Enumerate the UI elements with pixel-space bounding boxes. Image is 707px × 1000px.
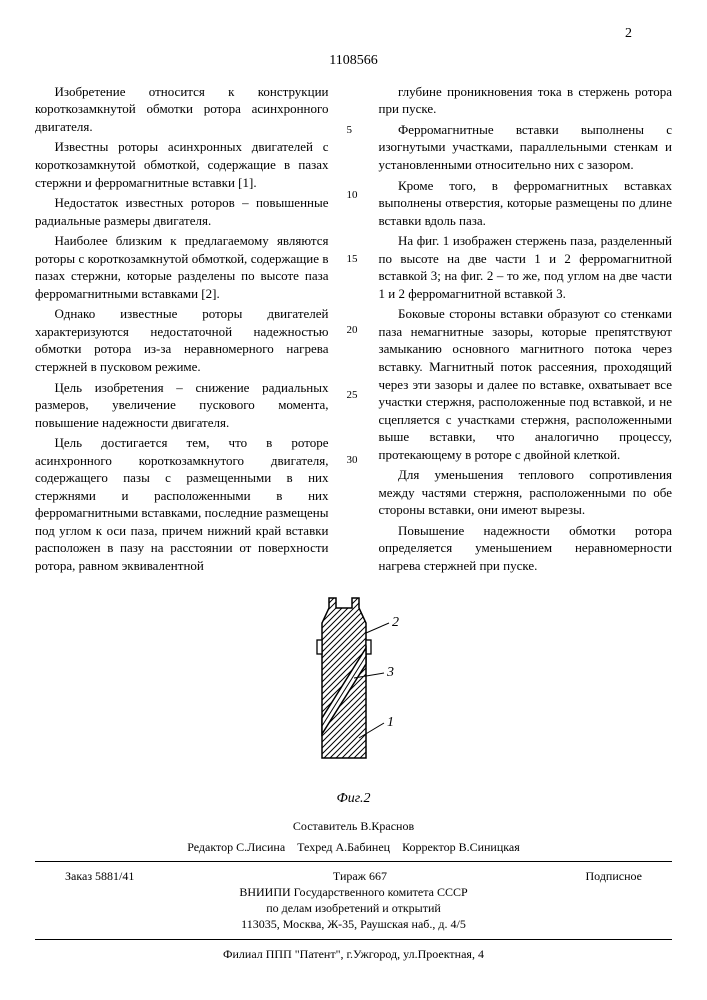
right-column: глубине проникновения тока в стержень ро…: [379, 83, 673, 578]
para: Ферромагнитные вставки выполнены с изогн…: [379, 121, 673, 174]
para: Повышение надежности обмотки ротора опре…: [379, 522, 673, 575]
team-line: Редактор С.Лисина Техред А.Бабинец Корре…: [35, 839, 672, 855]
ln: 15: [347, 252, 361, 267]
order-line: Заказ 5881/41 Тираж 667 Подписное: [35, 868, 672, 884]
callout-1: 1: [387, 715, 394, 730]
subscription: Подписное: [586, 868, 643, 884]
para: На фиг. 1 изображен стержень паза, разде…: [379, 232, 673, 302]
org1: ВНИИПИ Государственного комитета СССР: [35, 884, 672, 900]
ln: 30: [347, 453, 361, 468]
left-column: Изобретение относится к конструкции коро…: [35, 83, 329, 578]
techred: Техред А.Бабинец: [297, 840, 390, 854]
ln: 20: [347, 323, 361, 338]
divider: [35, 939, 672, 940]
ln: 5: [347, 123, 361, 138]
compiler: Составитель В.Краснов: [35, 818, 672, 834]
para: Для уменьшения теплового сопротивления м…: [379, 466, 673, 519]
callout-3: 3: [386, 665, 394, 680]
address: 113035, Москва, Ж-35, Раушская наб., д. …: [35, 916, 672, 932]
para: глубине проникновения тока в стержень ро…: [379, 83, 673, 118]
ln: 25: [347, 388, 361, 403]
divider: [35, 861, 672, 862]
figure-caption: Фиг.2: [35, 790, 672, 809]
para: Цель достигается тем, что в роторе асинх…: [35, 434, 329, 574]
para: Известны роторы асинхронных двигателей с…: [35, 138, 329, 191]
line-numbers: 5 10 15 20 25 30: [347, 83, 361, 578]
org2: по делам изобретений и открытий: [35, 900, 672, 916]
copies: Тираж 667: [333, 868, 387, 884]
corrector: Корректор В.Синицкая: [402, 840, 520, 854]
header-right: 2: [625, 25, 632, 44]
editor: Редактор С.Лисина: [187, 840, 285, 854]
figure-svg: 2 3 1: [284, 588, 424, 788]
callout-2: 2: [392, 615, 399, 630]
para: Боковые стороны вставки образуют со стен…: [379, 305, 673, 463]
order: Заказ 5881/41: [65, 868, 134, 884]
main-columns: Изобретение относится к конструкции коро…: [35, 83, 672, 578]
figure-2: 2 3 1 Фиг.2: [35, 588, 672, 809]
ln: 10: [347, 188, 361, 203]
para: Цель изобретения – снижение радиальных р…: [35, 379, 329, 432]
footer: Составитель В.Краснов Редактор С.Лисина …: [35, 818, 672, 961]
para: Изобретение относится к конструкции коро…: [35, 83, 329, 136]
document-number: 1108566: [35, 52, 672, 71]
page-header: 2: [35, 25, 672, 44]
para: Наиболее близким к предлагаемому являютс…: [35, 232, 329, 302]
para: Кроме того, в ферромагнитных вставках вы…: [379, 177, 673, 230]
para: Недостаток известных роторов – повышенны…: [35, 194, 329, 229]
para: Однако известные роторы двигателей харак…: [35, 305, 329, 375]
branch: Филиал ППП "Патент", г.Ужгород, ул.Проек…: [35, 946, 672, 962]
